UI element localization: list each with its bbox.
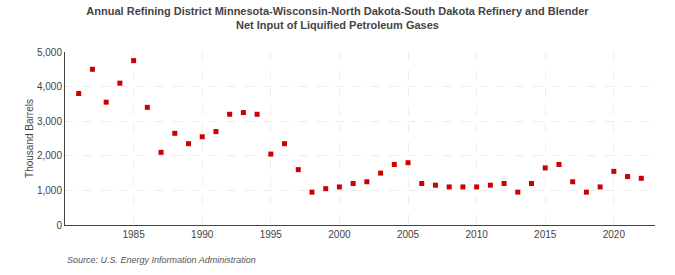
svg-text:1990: 1990	[191, 229, 214, 240]
svg-text:Source: U.S. Energy Informatio: Source: U.S. Energy Information Administ…	[67, 255, 256, 265]
svg-text:1,000: 1,000	[37, 185, 62, 196]
svg-text:1985: 1985	[122, 229, 145, 240]
svg-text:2,000: 2,000	[37, 150, 62, 161]
svg-text:2020: 2020	[603, 229, 626, 240]
svg-text:Thousand Barrels: Thousand Barrels	[24, 99, 35, 178]
svg-text:1995: 1995	[260, 229, 283, 240]
svg-text:4,000: 4,000	[37, 81, 62, 92]
svg-text:2005: 2005	[397, 229, 420, 240]
svg-text:2010: 2010	[466, 229, 489, 240]
svg-text:2015: 2015	[534, 229, 557, 240]
svg-text:5,000: 5,000	[37, 47, 62, 58]
svg-text:2000: 2000	[328, 229, 351, 240]
svg-text:Annual Refining District Minne: Annual Refining District Minnesota-Wisco…	[86, 5, 589, 31]
svg-text:0: 0	[56, 220, 62, 231]
svg-text:3,000: 3,000	[37, 116, 62, 127]
